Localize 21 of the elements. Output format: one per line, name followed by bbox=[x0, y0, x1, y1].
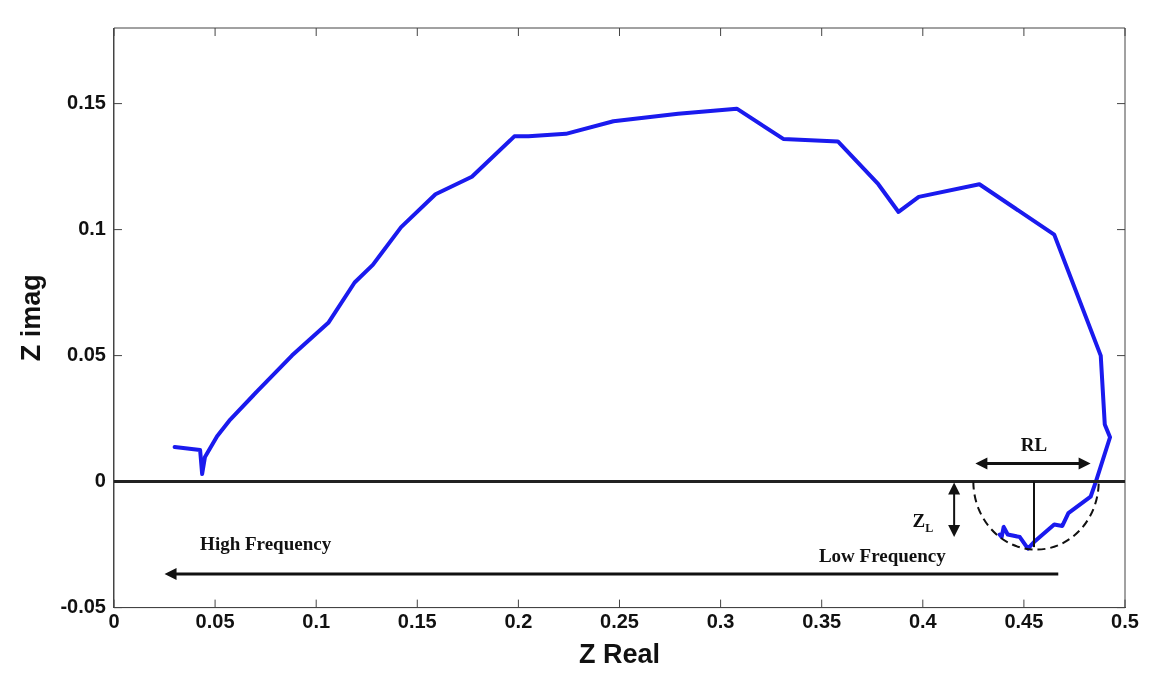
y-tick-label: 0.05 bbox=[67, 343, 106, 366]
x-tick-label: 0.15 bbox=[397, 610, 437, 633]
x-tick-label: 0.05 bbox=[195, 610, 235, 633]
x-tick-label: 0.35 bbox=[802, 610, 842, 633]
annotation: RL bbox=[1020, 434, 1048, 456]
y-axis-title: Z imag bbox=[15, 274, 46, 362]
x-tick-label: 0.1 bbox=[302, 610, 331, 633]
y-tick-label: 0.15 bbox=[67, 91, 106, 114]
x-tick-label: 0.25 bbox=[600, 610, 639, 633]
annotation: High Frequency bbox=[200, 532, 332, 554]
x-tick-label: 0.5 bbox=[1111, 610, 1139, 633]
y-tick-label: 0 bbox=[94, 469, 106, 492]
y-tick-label: 0.1 bbox=[78, 217, 106, 240]
annotation: Low Frequency bbox=[818, 545, 947, 567]
x-tick-label: 0.3 bbox=[706, 610, 735, 633]
x-tick-label: 0.4 bbox=[908, 610, 938, 633]
x-tick-label: 0.2 bbox=[504, 610, 533, 633]
x-axis-title: Z Real bbox=[578, 639, 661, 670]
y-tick-label: -0.05 bbox=[60, 595, 106, 618]
x-tick-label: 0.45 bbox=[1004, 610, 1044, 633]
x-tick-label: 0 bbox=[108, 610, 120, 633]
